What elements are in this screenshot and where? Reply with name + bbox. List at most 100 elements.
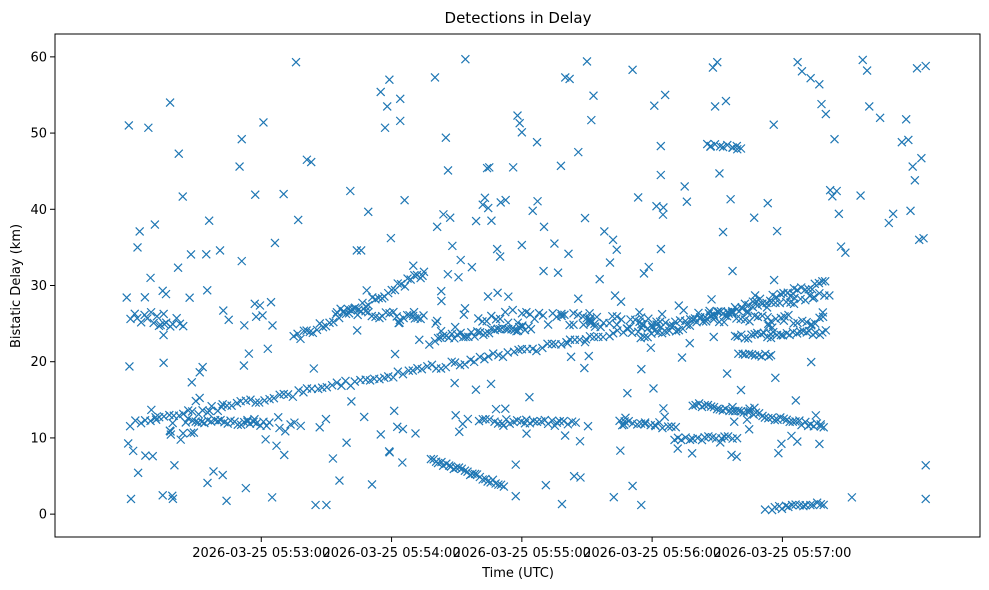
data-point: [718, 227, 728, 237]
data-point: [569, 308, 578, 318]
data-point: [342, 438, 351, 448]
data-point: [573, 147, 583, 157]
data-point: [789, 319, 798, 328]
data-point: [352, 325, 362, 335]
data-point: [559, 416, 569, 426]
data-point: [450, 378, 460, 388]
data-point: [263, 344, 273, 354]
data-point: [640, 418, 650, 427]
data-point: [478, 316, 487, 326]
data-point: [195, 367, 205, 377]
data-point: [776, 330, 786, 340]
data-point: [159, 412, 169, 421]
data-point: [436, 364, 446, 374]
data-point: [744, 300, 753, 310]
data-point: [622, 388, 632, 398]
data-point: [356, 246, 366, 255]
data-point: [483, 352, 493, 362]
data-point: [571, 418, 581, 428]
data-point: [500, 404, 510, 414]
data-point: [766, 350, 776, 360]
data-point: [608, 235, 618, 245]
data-point: [178, 321, 188, 331]
data-point: [485, 414, 494, 424]
data-point: [125, 362, 134, 371]
data-point: [583, 421, 593, 431]
data-point: [376, 430, 386, 439]
data-point: [779, 414, 789, 424]
data-point: [919, 233, 928, 243]
data-point: [722, 140, 732, 150]
data-point: [656, 244, 666, 254]
data-point: [167, 491, 177, 501]
data-point: [847, 492, 857, 502]
data-point: [658, 203, 668, 212]
data-point: [146, 405, 156, 415]
data-point: [564, 249, 573, 259]
data-point: [808, 293, 818, 303]
data-point: [608, 328, 618, 338]
data-point: [478, 414, 488, 424]
data-point: [621, 413, 630, 423]
data-point: [671, 326, 681, 336]
data-point: [393, 279, 403, 288]
data-point: [658, 403, 668, 413]
data-point: [186, 250, 196, 259]
data-point: [293, 329, 302, 339]
data-point: [311, 500, 320, 510]
data-point: [530, 314, 539, 324]
data-point: [715, 169, 724, 178]
data-point: [500, 307, 510, 317]
data-point: [569, 320, 578, 330]
data-point: [858, 55, 868, 65]
data-point: [660, 90, 670, 100]
data-point: [146, 273, 155, 283]
data-point: [773, 448, 783, 458]
data-point: [439, 209, 448, 219]
data-point: [503, 292, 513, 302]
data-point: [186, 428, 196, 438]
data-point: [802, 317, 812, 327]
data-point: [789, 299, 799, 309]
data-point: [884, 218, 894, 228]
data-point: [537, 343, 547, 353]
data-point: [649, 384, 658, 393]
data-point: [460, 360, 470, 369]
data-point: [912, 63, 922, 73]
data-point: [674, 301, 684, 310]
data-point: [261, 434, 271, 444]
data-point: [718, 142, 728, 152]
data-point: [233, 420, 243, 430]
data-point: [732, 141, 742, 151]
data-point: [732, 144, 742, 154]
data-point: [745, 404, 754, 414]
data-point: [557, 311, 567, 321]
data-point: [449, 464, 459, 474]
data-point: [732, 433, 742, 443]
data-point: [215, 246, 225, 255]
data-point: [534, 308, 544, 318]
data-point: [469, 357, 479, 367]
data-point: [615, 446, 625, 456]
data-point: [392, 422, 402, 432]
data-point: [449, 333, 459, 343]
data-point: [760, 413, 770, 423]
data-point: [744, 424, 754, 434]
data-point: [478, 200, 488, 210]
data-point: [539, 266, 548, 276]
data-point: [173, 263, 183, 273]
data-point: [395, 94, 405, 104]
data-point: [187, 416, 197, 426]
data-point: [394, 318, 404, 328]
data-point: [605, 258, 615, 267]
data-point: [346, 397, 356, 406]
data-point: [565, 74, 575, 84]
data-point: [204, 216, 214, 226]
data-point: [816, 422, 826, 431]
x-tick-label: 2026-03-25 05:56:00: [583, 546, 721, 561]
data-point: [814, 79, 824, 89]
data-point: [318, 322, 328, 332]
data-point: [682, 197, 692, 207]
data-point: [398, 369, 408, 379]
y-axis-label: Bistatic Delay (km): [9, 224, 24, 348]
